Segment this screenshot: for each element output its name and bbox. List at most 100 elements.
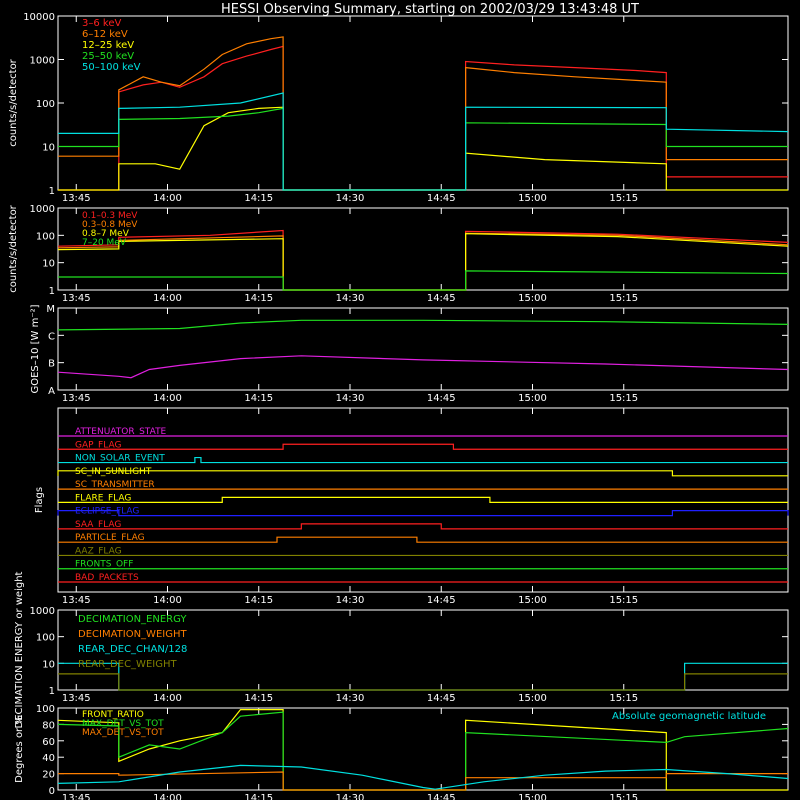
goes-ylabel: GOES–10 [W m⁻²] xyxy=(30,304,41,393)
gamma-series-line xyxy=(57,232,789,291)
ratio-series-line xyxy=(57,764,789,790)
time-tick-label: 14:00 xyxy=(153,595,182,606)
time-tick-label: 14:30 xyxy=(336,293,365,304)
chart-title: HESSI Observing Summary, starting on 200… xyxy=(221,2,639,17)
y-tick-label: 10 xyxy=(42,143,55,154)
time-tick-label: 15:00 xyxy=(518,193,547,204)
flag-label: FLARE_FLAG xyxy=(75,493,131,503)
decimation-ylabel: DECIMATION ENERGY or weight xyxy=(14,571,25,728)
time-tick-label: 14:00 xyxy=(153,293,182,304)
ratio-legend-entry: FRONT_RATIO xyxy=(82,710,144,720)
flag-line xyxy=(58,456,788,464)
y-tick-label: 1 xyxy=(49,186,55,197)
time-tick-label: 15:15 xyxy=(609,393,638,404)
time-tick-label: 14:00 xyxy=(153,793,182,800)
decimation-legend-entry: REAR_DEC_WEIGHT xyxy=(78,659,177,670)
flag-label: SAA_FLAG xyxy=(75,520,121,530)
y-tick-label: C xyxy=(48,331,55,342)
time-tick-label: 14:15 xyxy=(244,393,273,404)
gamma-ylabel: counts/s/detector xyxy=(8,204,19,292)
decimation-legend-entry: DECIMATION_ENERGY xyxy=(78,614,187,625)
goes-frame xyxy=(57,307,789,391)
y-tick-label: 40 xyxy=(42,753,55,764)
time-tick-label: 15:00 xyxy=(518,393,547,404)
decimation-legend-entry: REAR_DEC_CHAN/128 xyxy=(78,644,187,655)
flags-frame xyxy=(57,407,789,593)
time-tick-label: 14:00 xyxy=(153,693,182,704)
y-tick-label: 100 xyxy=(36,231,55,242)
decimation-panel: 13:45 14:00 14:15 14:30 14:45 15:00 15:15 1 10 10… xyxy=(14,571,789,728)
time-tick-label: 14:30 xyxy=(336,693,365,704)
flag-label: NON_SOLAR_EVENT xyxy=(75,454,165,464)
ratio-legend-entry: MAX_DET_VS_TOT xyxy=(82,728,164,738)
gamma-series-line xyxy=(57,233,789,291)
time-tick-label: 15:00 xyxy=(518,595,547,606)
y-tick-label: 0 xyxy=(49,786,55,797)
time-tick-label: 14:45 xyxy=(427,595,456,606)
flag-label: BAD_PACKETS xyxy=(75,573,139,583)
y-tick-label: 1000 xyxy=(30,606,55,617)
y-tick-label: M xyxy=(46,304,55,315)
flag-label: SC_IN_SUNLIGHT xyxy=(75,467,152,477)
y-tick-label: 100 xyxy=(36,99,55,110)
flag-label: SC_TRANSMITTER xyxy=(75,480,155,490)
xray-series-line xyxy=(58,106,788,191)
gamma-legend-entry: 7–20 MeV xyxy=(82,238,127,248)
y-tick-label: 1000 xyxy=(30,56,55,67)
flag-line xyxy=(58,523,788,530)
time-tick-label: 15:15 xyxy=(609,693,638,704)
xray-ylabel: counts/s/detector xyxy=(8,58,19,146)
time-tick-label: 13:45 xyxy=(62,293,91,304)
xray-legend-entry: 50–100 keV xyxy=(82,62,141,73)
flag-label: PARTICLE_FLAG xyxy=(75,533,145,543)
xray-panel: 13:45 14:00 14:15 14:30 14:45 15:00 15:15 1 10 10… xyxy=(8,12,789,204)
ratio-series-line xyxy=(58,771,788,791)
ratio-legend-entry: MAX_DET_VS_TOT xyxy=(82,719,164,729)
time-tick-label: 14:15 xyxy=(244,595,273,606)
gamma-panel: 13:45 14:00 14:15 14:30 14:45 15:00 15:15 1 10 10… xyxy=(8,204,789,304)
y-tick-label: 1 xyxy=(49,686,55,697)
time-tick-label: 14:30 xyxy=(336,393,365,404)
flag-line xyxy=(58,496,788,503)
time-tick-label: 14:45 xyxy=(427,193,456,204)
time-tick-label: 15:15 xyxy=(609,793,638,800)
goes-series-line xyxy=(57,319,789,331)
xray-series-line xyxy=(58,92,789,191)
time-tick-label: 14:30 xyxy=(336,193,365,204)
time-tick-label: 14:45 xyxy=(427,393,456,404)
y-tick-label: 1 xyxy=(49,286,55,297)
time-tick-label: 13:45 xyxy=(62,193,91,204)
xray-legend-entry: 3–6 keV xyxy=(82,18,121,29)
time-tick-label: 14:15 xyxy=(244,793,273,800)
decimation-series-line xyxy=(58,673,788,691)
time-tick-label: 15:15 xyxy=(609,595,638,606)
xray-series-line xyxy=(58,45,788,191)
y-tick-label: 100 xyxy=(36,704,55,715)
flag-line xyxy=(58,536,788,543)
flags-ylabel: Flags xyxy=(34,487,45,513)
xray-series-line xyxy=(58,36,788,191)
time-tick-label: 14:45 xyxy=(427,293,456,304)
y-tick-label: 10000 xyxy=(23,12,55,23)
ratio-ylabel: Degrees or % xyxy=(14,715,25,783)
time-tick-label: 13:45 xyxy=(62,595,91,606)
time-tick-label: 15:00 xyxy=(518,693,547,704)
y-tick-label: B xyxy=(48,359,55,370)
gamma-legend-entry: 0.3–0.8 MeV xyxy=(82,220,138,230)
ratio-panel: 13:45 14:00 14:15 14:30 14:45 15:00 15:15 0 20 40… xyxy=(14,704,789,800)
flag-label: ECLIPSE_FLAG xyxy=(75,507,139,517)
flag-label: AAZ_FLAG xyxy=(75,546,122,556)
time-tick-label: 15:00 xyxy=(518,293,547,304)
xray-frame xyxy=(57,15,789,191)
y-tick-label: 100 xyxy=(36,633,55,644)
time-tick-label: 13:45 xyxy=(62,393,91,404)
gamma-legend-entry: 0.8–7 MeV xyxy=(82,229,130,239)
flag-line xyxy=(58,443,788,450)
time-tick-label: 15:15 xyxy=(609,193,638,204)
gamma-frame xyxy=(57,207,789,291)
time-tick-label: 15:15 xyxy=(609,293,638,304)
xray-legend-entry: 25–50 keV xyxy=(82,51,134,62)
decimation-legend-entry: DECIMATION_WEIGHT xyxy=(78,629,187,640)
time-tick-label: 14:15 xyxy=(244,193,273,204)
gamma-legend-entry: 0.1–0.3 MeV xyxy=(82,211,138,221)
